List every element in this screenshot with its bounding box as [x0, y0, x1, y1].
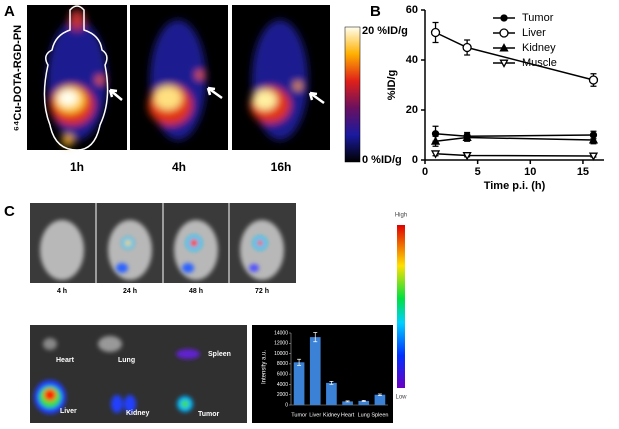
y-tick-label: 0: [285, 402, 288, 408]
marker: [499, 43, 509, 52]
legend-label: Liver: [522, 27, 546, 39]
scale-min: 0 %ID/g: [362, 154, 402, 166]
scale-high: High: [395, 213, 407, 219]
x-tick-label: Tumor: [291, 412, 307, 418]
time-label: 4h: [172, 160, 186, 174]
bar: [309, 337, 321, 405]
y-tick-label: 0: [412, 154, 418, 166]
error-bar: [345, 400, 350, 403]
colorbar: [344, 26, 361, 163]
error-bar: [329, 380, 334, 385]
error-bar: [313, 332, 318, 343]
y-tick-label: 20: [406, 104, 418, 116]
marker: [499, 59, 509, 68]
y-tick-label: 60: [406, 4, 418, 16]
bar: [358, 400, 370, 405]
y-tick-label: 10000: [274, 351, 288, 357]
marker: [499, 28, 509, 38]
marker: [462, 152, 472, 161]
legend-label: Muscle: [522, 57, 557, 69]
y-tick-label: 14000: [274, 330, 288, 336]
series-line: [435, 31, 594, 81]
scale-low: Low: [395, 395, 407, 401]
series-line: [435, 136, 594, 142]
legend-label: Kidney: [522, 42, 556, 54]
panel-label: A: [4, 3, 15, 20]
x-tick-label: Lung: [358, 412, 370, 418]
marker: [588, 75, 599, 85]
bar: [374, 394, 386, 405]
marker: [430, 150, 441, 159]
x-tick-label: Kidney: [323, 412, 340, 418]
panel-label: C: [4, 203, 15, 220]
x-tick-label: 15: [577, 166, 589, 178]
marker: [430, 27, 441, 38]
series-line: [435, 153, 594, 157]
marker: [588, 152, 599, 161]
x-tick-label: Spleen: [371, 412, 388, 418]
x-tick-label: 10: [524, 166, 536, 178]
time-label: 4 h: [57, 288, 67, 295]
error-bar: [297, 358, 302, 366]
probe-label: ⁶⁴Cu-DOTA-RGD-PN: [12, 25, 24, 131]
x-tick-label: 5: [475, 166, 481, 178]
bar: [326, 382, 337, 405]
y-tick-label: 40: [406, 54, 418, 66]
x-tick-label: 0: [422, 166, 428, 178]
x-axis-label: Time p.i. (h): [484, 180, 546, 192]
scale-max: 20 %ID/g: [362, 25, 408, 37]
x-tick-label: Heart: [341, 412, 355, 418]
organ-label: Heart: [56, 357, 75, 364]
time-label: 1h: [70, 160, 84, 174]
marker: [430, 136, 441, 145]
y-tick-label: 2000: [277, 392, 288, 398]
error-bar: [361, 400, 366, 402]
time-label: 16h: [271, 160, 292, 174]
series-line: [435, 133, 594, 138]
marker: [462, 42, 472, 53]
organ-label: Tumor: [198, 411, 220, 418]
y-axis-label: %ID/g: [386, 70, 398, 101]
legend-label: Tumor: [522, 12, 554, 24]
marker: [462, 132, 472, 141]
bar: [293, 362, 305, 405]
y-tick-label: 12000: [274, 341, 288, 347]
time-label: 72 h: [255, 288, 269, 295]
organ-label: Kidney: [126, 410, 149, 417]
y-tick-label: 8000: [277, 361, 288, 367]
y-tick-label: 4000: [277, 382, 288, 388]
time-label: 24 h: [123, 288, 137, 295]
error-bar: [377, 393, 382, 396]
optical-images: [30, 203, 393, 423]
marker: [500, 14, 508, 22]
bar: [342, 401, 353, 405]
panel-label: B: [370, 3, 381, 20]
y-tick-label: 6000: [277, 371, 288, 377]
y-axis-label: Intensity a.u.: [262, 350, 268, 384]
organ-label: Lung: [118, 357, 135, 364]
organ-label: Liver: [60, 408, 77, 415]
pet-images: [27, 5, 330, 151]
time-label: 48 h: [189, 288, 203, 295]
organ-label: Spleen: [208, 351, 231, 358]
marker: [588, 135, 599, 144]
x-tick-label: Liver: [309, 412, 321, 418]
colorbar: [397, 225, 405, 388]
